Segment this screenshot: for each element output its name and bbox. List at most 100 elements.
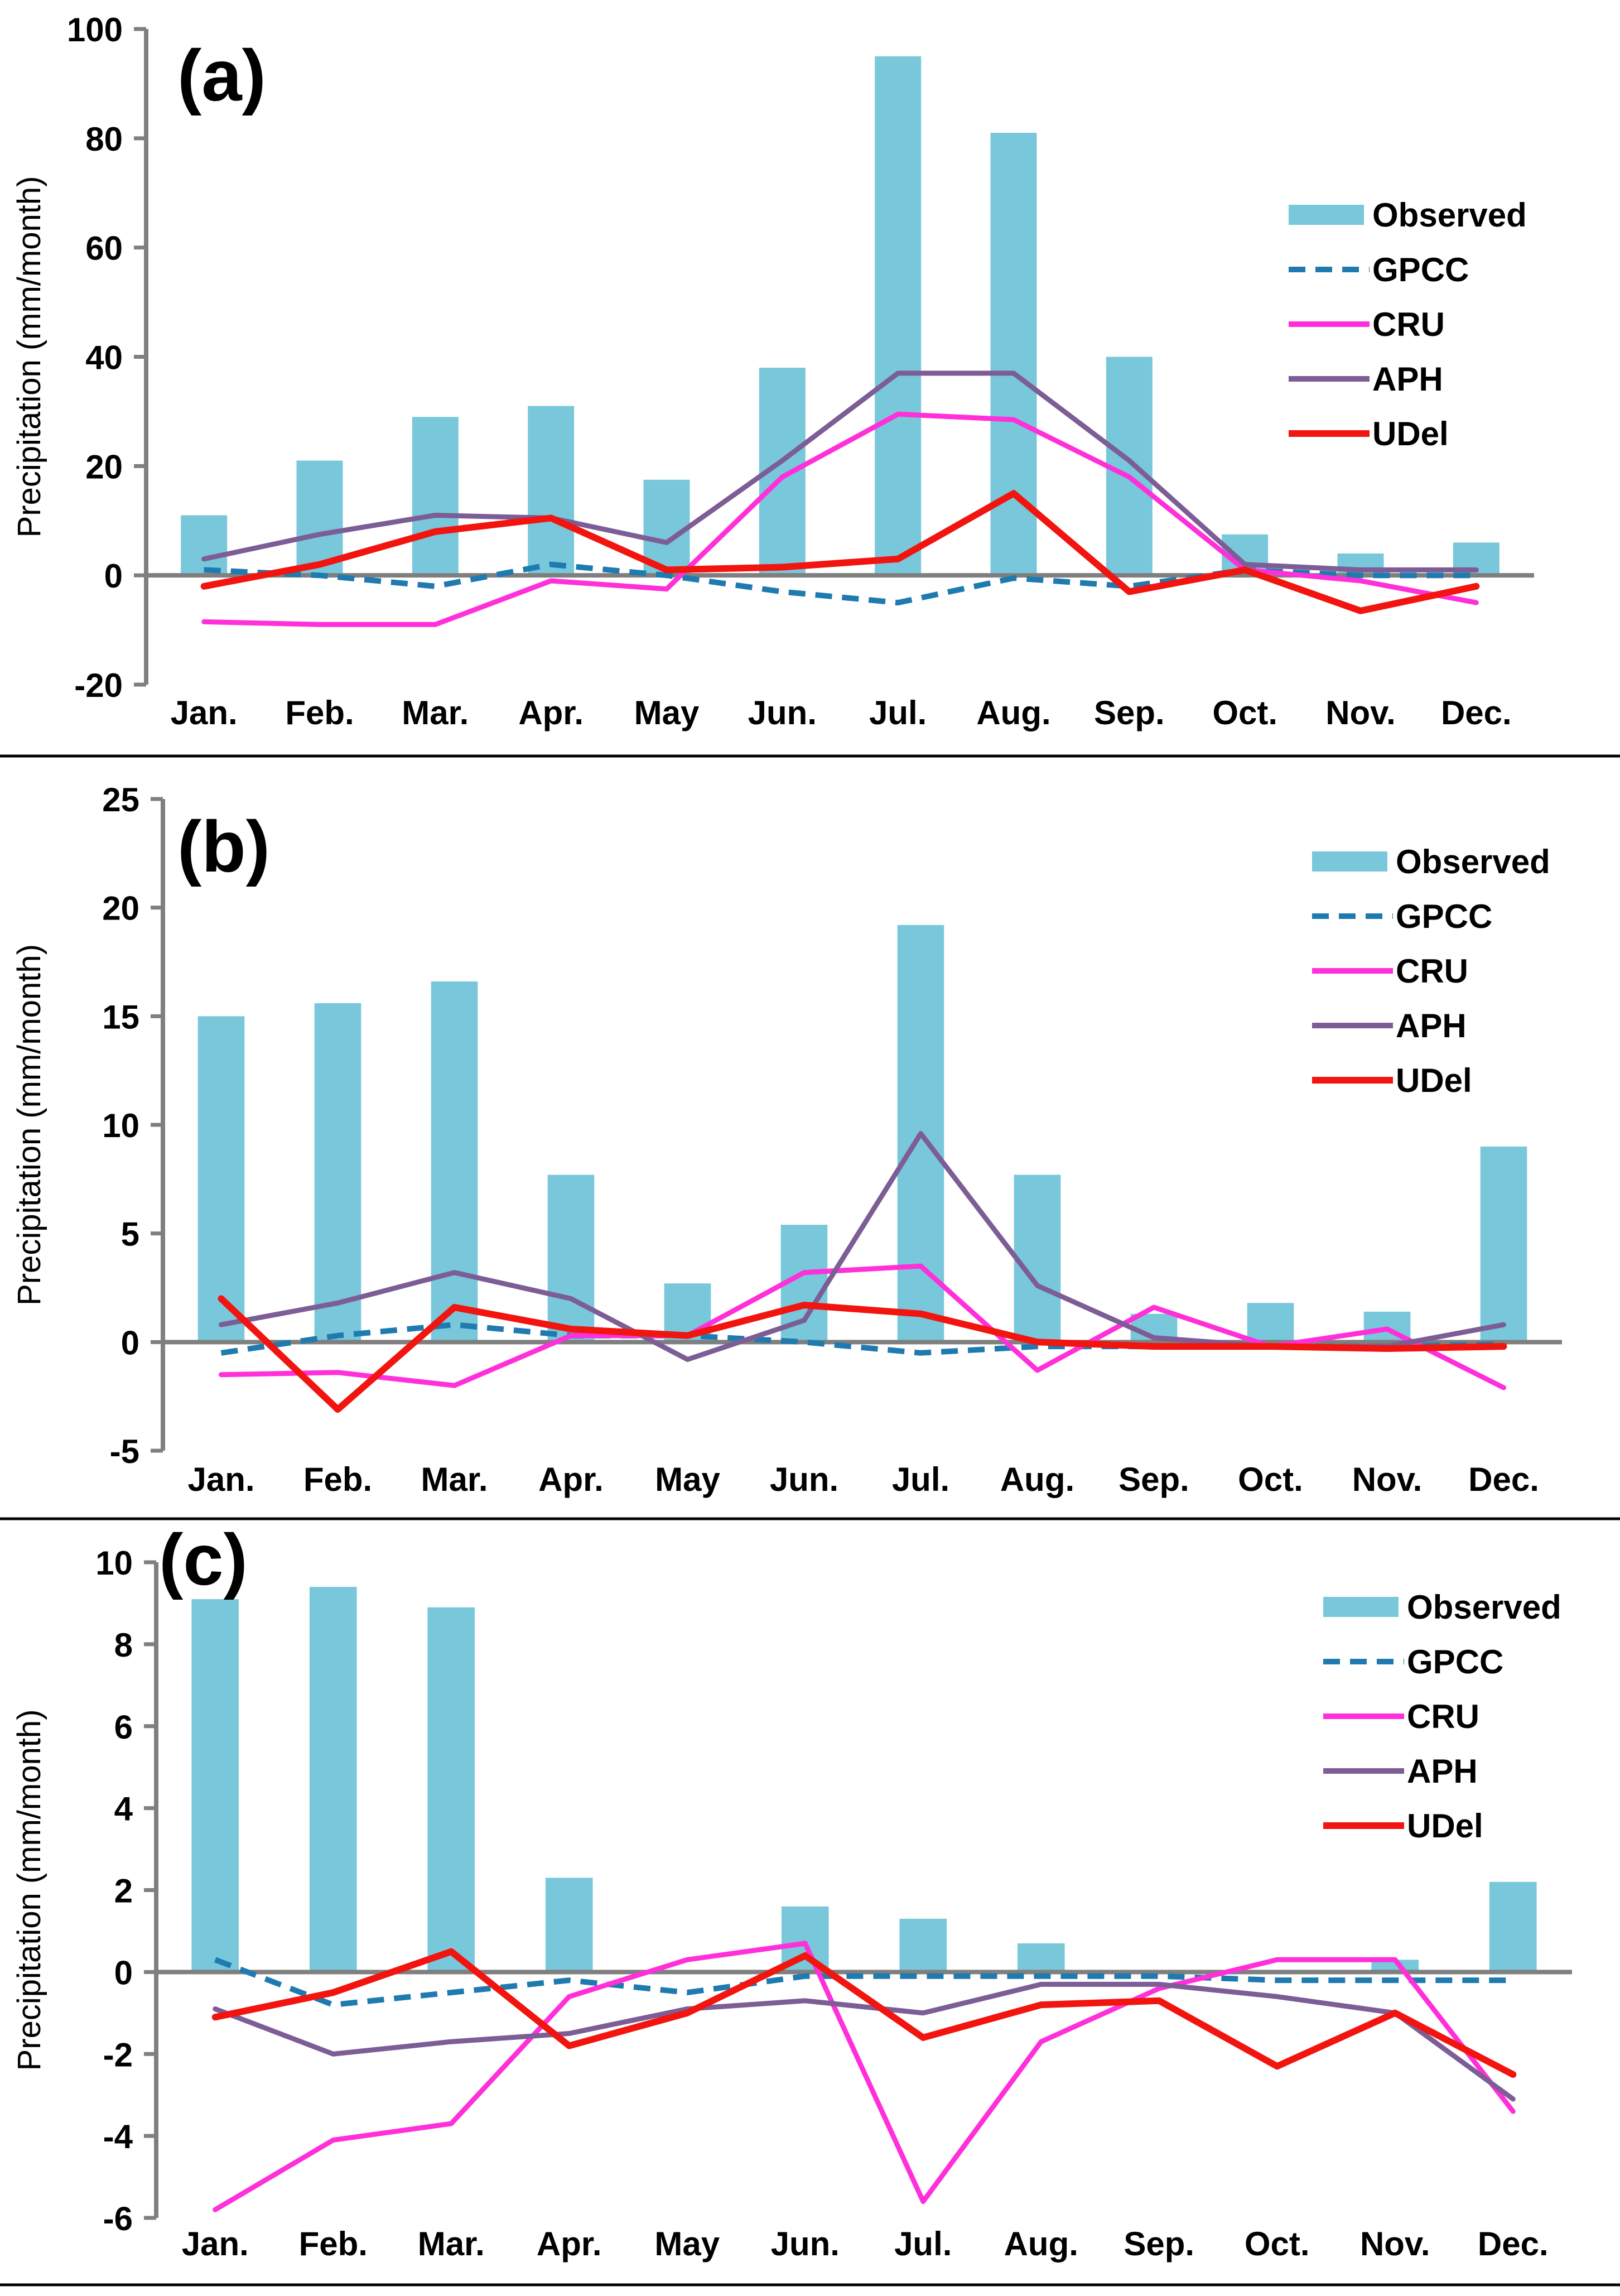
- y-tick-label: -5: [110, 1433, 139, 1470]
- legend-label: GPCC: [1407, 1643, 1503, 1681]
- y-tick-label: -2: [103, 2036, 133, 2073]
- chart-panel-b: -5 0 5 10 15 20 25 Jan. Feb. Mar. Apr. May Jun. Jul. A…: [11, 781, 1562, 1498]
- x-tick-label: Apr.: [518, 694, 584, 731]
- observed-bar: [431, 981, 478, 1342]
- observed-bar: [1017, 1943, 1065, 1972]
- y-tick-label: 20: [85, 448, 123, 485]
- observed-bar: [899, 1918, 947, 1972]
- legend-label: UDel: [1372, 415, 1449, 453]
- x-tick-label: May: [634, 694, 700, 731]
- x-tick-label: Aug.: [1004, 2225, 1078, 2263]
- legend-label: Observed: [1407, 1589, 1561, 1626]
- x-tick-label: Dec.: [1468, 1461, 1539, 1498]
- x-tick-label: Jul.: [892, 1461, 949, 1498]
- observed-bar: [547, 1175, 595, 1342]
- observed-bar: [1014, 1175, 1061, 1342]
- legend-swatch-observed: [1312, 851, 1387, 872]
- legend-label: GPCC: [1372, 251, 1469, 288]
- y-axis-title: Precipitation (mm/month): [11, 176, 47, 538]
- y-tick-label: 8: [114, 1626, 133, 1664]
- legend: Observed GPCC CRU APH UDel: [1312, 843, 1550, 1099]
- legend: Observed GPCC CRU APH UDel: [1289, 196, 1527, 453]
- observed-bar: [875, 56, 922, 576]
- y-tick-label: 15: [102, 998, 139, 1036]
- y-tick-label: -6: [103, 2200, 133, 2237]
- observed-bar: [181, 515, 228, 576]
- panel-label: (b): [177, 806, 270, 887]
- x-tick-label: Jan.: [182, 2225, 249, 2263]
- observed-bar: [309, 1587, 357, 1972]
- legend-label: APH: [1372, 360, 1443, 398]
- panel-label: (a): [177, 35, 266, 116]
- x-tick-label: Aug.: [976, 694, 1050, 731]
- x-tick-label: Dec.: [1478, 2225, 1549, 2263]
- legend-label: Observed: [1372, 196, 1527, 234]
- observed-bar: [1489, 1881, 1537, 1972]
- y-tick-label: 6: [114, 1708, 133, 1746]
- legend-label: UDel: [1396, 1062, 1472, 1099]
- y-tick-label: 60: [85, 230, 123, 267]
- observed-bar: [427, 1607, 475, 1972]
- y-tick-label: 40: [85, 339, 123, 377]
- y-tick-label: 25: [102, 781, 139, 819]
- y-tick-label: -4: [103, 2118, 133, 2155]
- x-tick-label: Feb.: [303, 1461, 372, 1498]
- legend-label: Observed: [1396, 843, 1550, 880]
- series-line-gpcc: [214, 1957, 1513, 2008]
- observed-bar: [1371, 1960, 1419, 1972]
- observed-bar: [1106, 357, 1153, 576]
- x-tick-label: Feb.: [285, 694, 354, 731]
- chart-panel-a: -20 0 20 40 60 80 100 Jan. Feb. Mar. Apr. May Jun. Ju…: [11, 11, 1534, 731]
- legend-label: APH: [1407, 1753, 1478, 1790]
- y-tick-label: 0: [114, 1954, 133, 1991]
- series-line-aph: [201, 370, 1479, 572]
- observed-bar: [314, 1003, 361, 1342]
- series-line-udel: [218, 1295, 1507, 1413]
- y-axis-title: Precipitation (mm/month): [11, 944, 47, 1306]
- x-tick-label: Dec.: [1441, 694, 1512, 731]
- x-tick-label: Nov.: [1352, 1461, 1423, 1498]
- x-tick-label: Sep.: [1094, 694, 1165, 731]
- observed-bar: [528, 406, 575, 576]
- y-tick-label: 10: [95, 1544, 133, 1582]
- y-tick-label: 10: [102, 1107, 139, 1144]
- series-line-cru: [213, 1941, 1516, 2212]
- observed-bar: [1247, 1303, 1294, 1342]
- legend-label: GPCC: [1396, 898, 1492, 935]
- x-tick-label: Feb.: [299, 2225, 368, 2263]
- legend-label: APH: [1396, 1007, 1467, 1044]
- observed-bar: [197, 1016, 245, 1342]
- x-tick-label: May: [654, 2225, 720, 2263]
- y-tick-label: 5: [121, 1216, 139, 1253]
- y-tick-label: 2: [114, 1873, 133, 1910]
- observed-bar: [545, 1878, 593, 1972]
- y-tick-label: 80: [85, 121, 123, 158]
- x-tick-label: Mar.: [418, 2225, 485, 2263]
- x-tick-label: Sep.: [1124, 2225, 1194, 2263]
- legend-swatch-observed: [1323, 1597, 1399, 1617]
- legend-label: CRU: [1396, 952, 1468, 990]
- x-tick-label: Nov.: [1325, 694, 1396, 731]
- y-tick-label: 0: [121, 1324, 139, 1361]
- legend-label: CRU: [1372, 306, 1445, 343]
- legend: Observed GPCC CRU APH UDel: [1323, 1589, 1561, 1845]
- y-axis-title: Precipitation (mm/month): [11, 1710, 47, 2071]
- x-tick-label: May: [655, 1461, 720, 1498]
- legend-swatch-observed: [1289, 205, 1364, 225]
- x-tick-label: Oct.: [1238, 1461, 1303, 1498]
- y-tick-label: -20: [74, 667, 123, 704]
- series-line-udel: [211, 1948, 1517, 2078]
- x-tick-label: Mar.: [402, 694, 469, 731]
- legend-label: UDel: [1407, 1807, 1483, 1845]
- x-tick-label: Apr.: [537, 2225, 602, 2263]
- panel-label: (c): [159, 1519, 248, 1600]
- observed-bar: [1480, 1146, 1527, 1342]
- y-tick-label: 0: [104, 557, 123, 595]
- x-tick-label: Nov.: [1360, 2225, 1430, 2263]
- x-tick-label: Oct.: [1245, 2225, 1310, 2263]
- x-tick-label: Jan.: [171, 694, 238, 731]
- observed-bar: [412, 417, 459, 576]
- series-line-cru: [201, 411, 1479, 627]
- y-tick-label: 100: [67, 11, 123, 49]
